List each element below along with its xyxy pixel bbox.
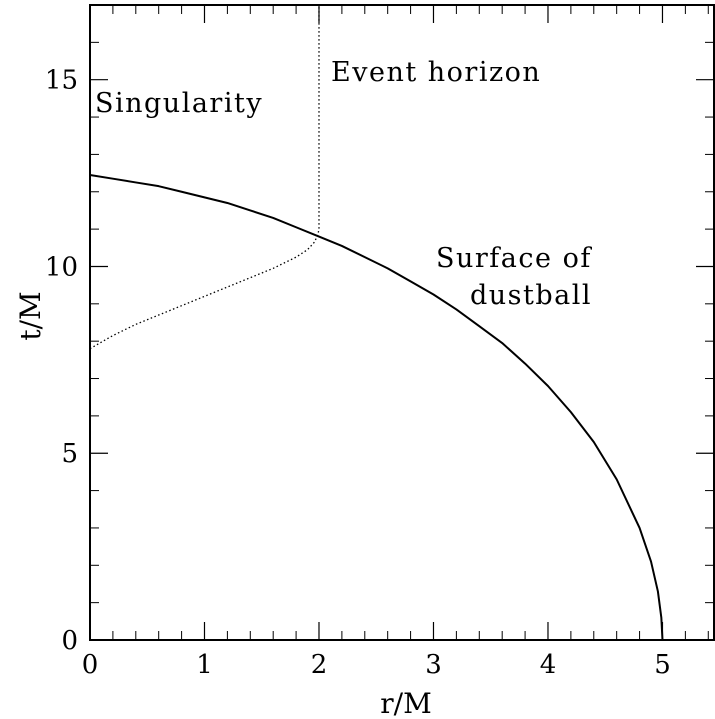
x-tick-label: 1 — [196, 650, 213, 680]
x-tick-labels: 0 1 2 3 4 5 — [82, 650, 671, 680]
y-tick-label: 5 — [61, 439, 78, 469]
y-tick-labels: 0 5 10 15 — [45, 66, 78, 656]
x-tick-label: 4 — [540, 650, 557, 680]
plot-frame — [89, 4, 715, 641]
x-tick-label: 5 — [654, 650, 671, 680]
x-tick-label: 3 — [425, 650, 442, 680]
annotation-surface-of: Surface of — [436, 243, 592, 274]
x-tick-label: 0 — [82, 650, 99, 680]
event-horizon-curve — [89, 5, 320, 350]
series-layer — [89, 5, 664, 641]
x-axis-title: r/M — [380, 687, 432, 719]
y-tick-label: 0 — [61, 626, 78, 656]
minor-ticks — [90, 4, 714, 640]
annotation-dustball: dustball — [470, 280, 592, 311]
y-tick-label: 10 — [45, 252, 78, 282]
y-tick-label: 15 — [45, 66, 78, 96]
annotation-event-horizon: Event horizon — [331, 57, 541, 88]
y-axis-title: t/M — [14, 291, 47, 340]
dustball-surface-curve — [89, 173, 664, 641]
annotation-singularity: Singularity — [95, 88, 263, 119]
x-tick-label: 2 — [311, 650, 328, 680]
